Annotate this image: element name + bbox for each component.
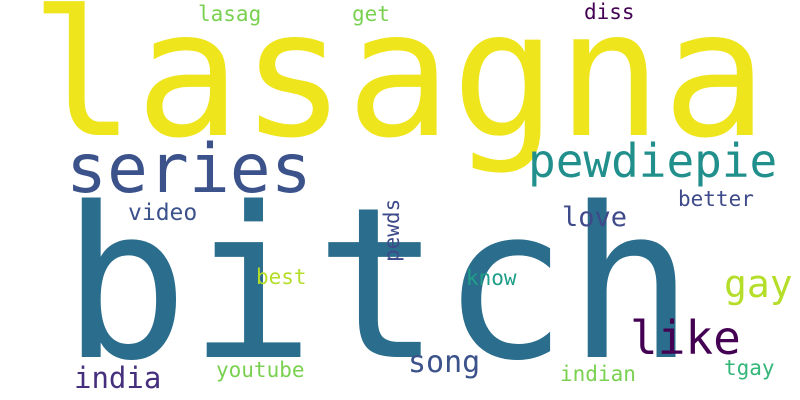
word-song: song	[408, 345, 481, 380]
word-diss: diss	[584, 0, 635, 24]
word-lasag: lasag	[198, 2, 262, 26]
word-tgay: tgay	[724, 356, 775, 380]
word-youtube: youtube	[216, 358, 305, 382]
word-indian: indian	[560, 362, 636, 386]
word-pewdiepie: pewdiepie	[528, 134, 778, 188]
word-series: series	[66, 130, 312, 209]
word-love: love	[562, 202, 628, 233]
word-gay: gay	[724, 262, 793, 306]
word-get: get	[352, 2, 390, 26]
word-video: video	[128, 200, 198, 226]
word-india: india	[74, 361, 162, 395]
word-better: better	[678, 187, 754, 211]
word-lasagna: lasagna	[30, 0, 768, 177]
word-like: like	[630, 311, 741, 365]
word-know: know	[466, 266, 517, 290]
word-bitch: bitch	[62, 162, 695, 400]
word-best: best	[256, 265, 307, 289]
word-pewds: pewds	[380, 198, 404, 262]
